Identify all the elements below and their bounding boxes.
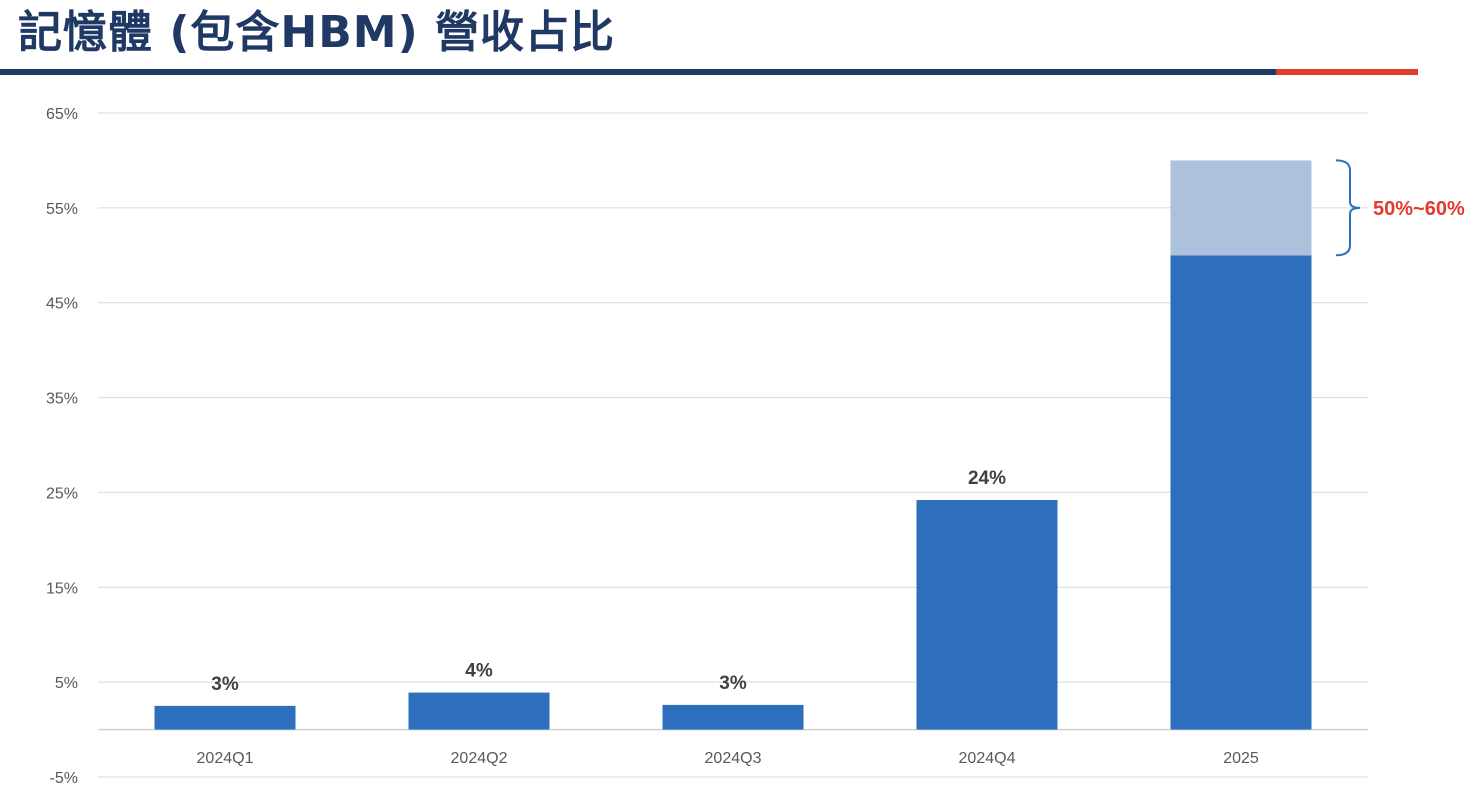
bar <box>1170 255 1312 730</box>
data-label: 24% <box>968 468 1006 489</box>
range-label: 50%~60% <box>1373 198 1465 220</box>
bar <box>916 500 1058 730</box>
y-tick-label: 5% <box>55 675 78 692</box>
bar <box>662 704 804 730</box>
x-tick-label: 2024Q3 <box>705 750 762 767</box>
y-tick-label: 15% <box>46 580 78 597</box>
data-label: 3% <box>211 674 239 695</box>
x-tick-label: 2025 <box>1223 750 1259 767</box>
y-tick-label: 65% <box>46 106 78 123</box>
y-tick-label: 35% <box>46 391 78 408</box>
data-label: 4% <box>465 661 493 682</box>
x-tick-label: 2024Q2 <box>451 750 508 767</box>
y-tick-label: -5% <box>50 770 78 787</box>
y-tick-label: 25% <box>46 485 78 502</box>
page-title: 記憶體 (包含HBM) 營收占比 <box>18 7 616 58</box>
x-tick-label: 2024Q1 <box>197 750 254 767</box>
bar <box>408 692 550 730</box>
y-tick-label: 45% <box>46 296 78 313</box>
bar <box>154 705 296 730</box>
title-underline-blue <box>0 69 1276 75</box>
data-label: 3% <box>719 673 747 694</box>
x-tick-label: 2024Q4 <box>959 750 1016 767</box>
title-underline-red <box>1276 69 1418 75</box>
bar-range-segment <box>1170 160 1312 256</box>
y-tick-label: 55% <box>46 201 78 218</box>
range-brace <box>1335 159 1361 257</box>
